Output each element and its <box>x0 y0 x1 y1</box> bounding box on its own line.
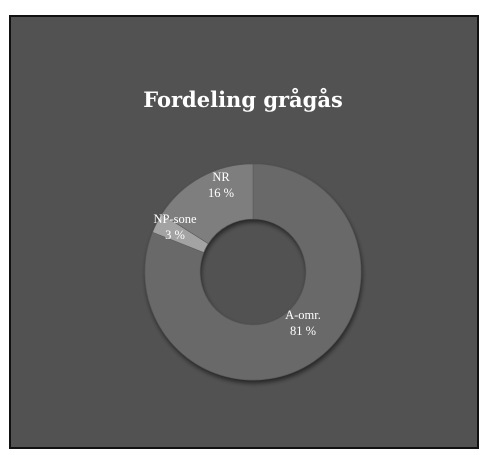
donut-chart: Fordeling grågås A-omr. 81 % NP-sone 3 % NR 1… <box>143 87 362 381</box>
slice-value-label: 16 % <box>208 186 234 200</box>
slice-labels: A-omr. 81 % NP-sone 3 % NR 16 % <box>153 170 320 338</box>
slice-category-label: NP-sone <box>153 212 197 226</box>
donut-slices <box>144 163 362 381</box>
slice-category-label: NR <box>212 170 230 184</box>
slice-category-label: A-omr. <box>285 308 321 322</box>
slice-value-label: 81 % <box>290 324 316 338</box>
slice-a-omr <box>144 163 362 381</box>
chart-title: Fordeling grågås <box>143 87 343 112</box>
slice-nr <box>161 163 254 245</box>
chart-frame: Fordeling grågås A-omr. 81 % NP-sone 3 % NR 1… <box>9 15 479 449</box>
slice-value-label: 3 % <box>165 228 185 242</box>
